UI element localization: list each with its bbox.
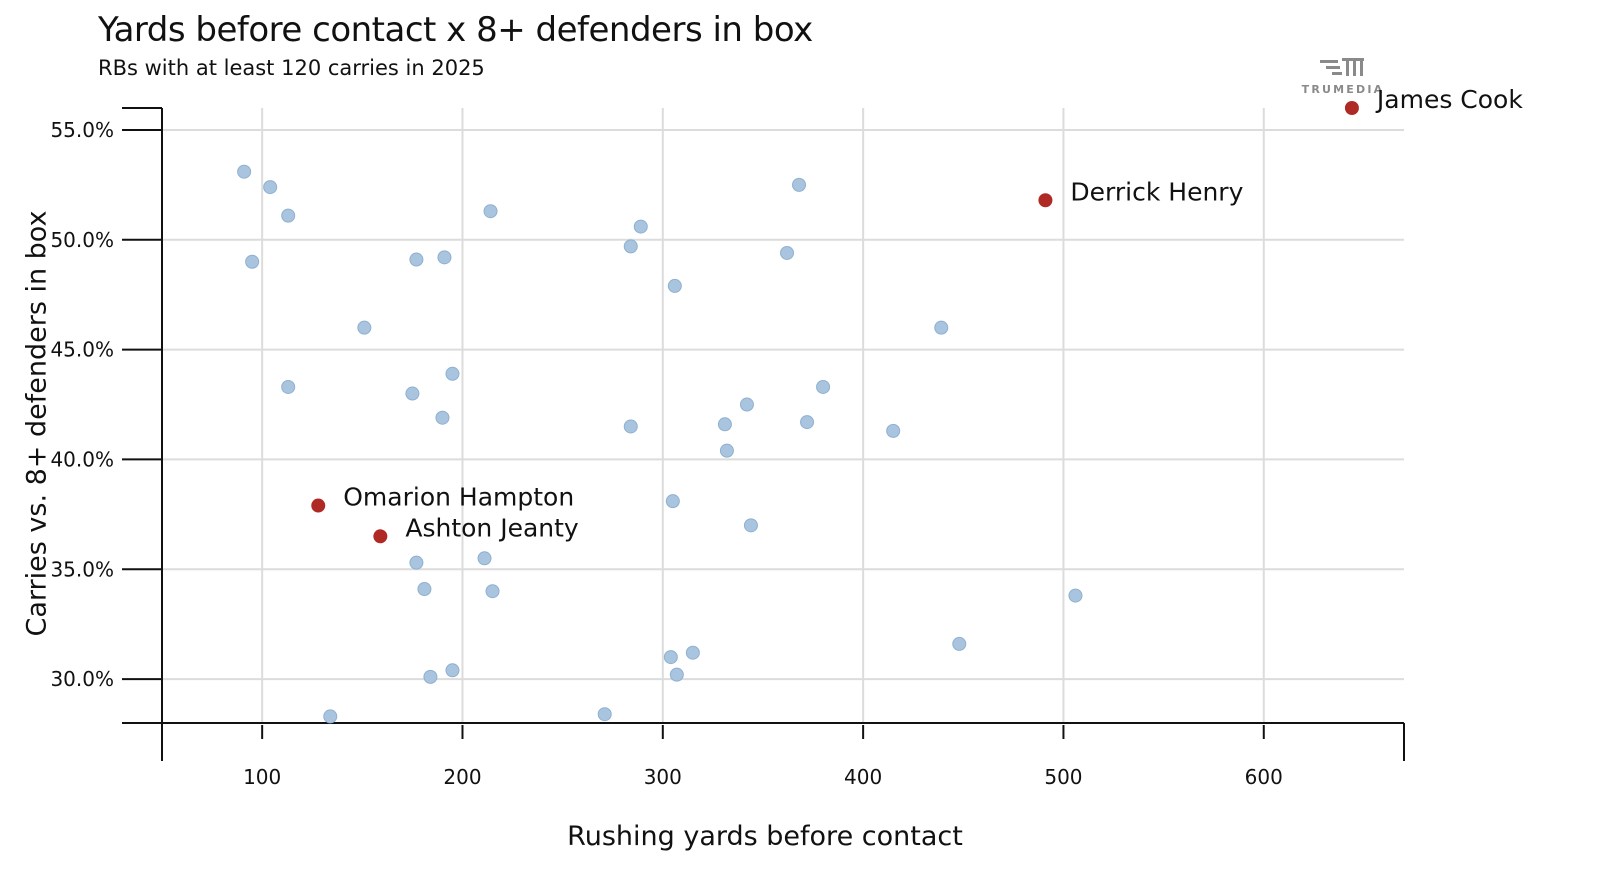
highlighted-data-point <box>311 498 326 513</box>
point-label: Omarion Hampton <box>343 483 574 512</box>
x-tick-label: 200 <box>443 765 481 789</box>
data-points <box>237 101 1359 724</box>
data-point <box>663 650 678 665</box>
data-point <box>435 410 450 425</box>
data-point <box>437 250 452 265</box>
data-point <box>477 551 492 566</box>
logo-text: TRUMEDIA <box>1301 83 1385 96</box>
data-point <box>357 320 372 335</box>
data-point <box>780 245 795 260</box>
highlighted-data-point <box>1344 101 1359 115</box>
x-tick-label: 400 <box>844 765 882 789</box>
y-tick-label: 45.0% <box>50 338 114 362</box>
data-point <box>886 423 901 438</box>
data-point <box>281 208 296 223</box>
data-point <box>445 366 460 381</box>
data-point <box>409 555 424 570</box>
x-tick-label: 300 <box>644 765 682 789</box>
trumedia-logo: TRUMEDIA <box>1300 56 1386 96</box>
data-point <box>263 180 278 195</box>
data-point <box>719 443 734 458</box>
y-tick-label: 50.0% <box>50 228 114 252</box>
data-point <box>597 707 612 722</box>
point-label: Ashton Jeanty <box>405 513 579 542</box>
axes: 100 200 300 400 500 600 30.0% 35.0% 40.0% 45.0% 50… <box>50 107 1405 789</box>
data-point <box>816 379 831 394</box>
data-point <box>665 494 680 509</box>
data-point <box>483 204 498 219</box>
highlighted-data-point <box>1038 193 1053 208</box>
data-point <box>743 518 758 533</box>
chart-title: Yards before contact x 8+ defenders in b… <box>98 10 813 50</box>
data-point <box>485 584 500 599</box>
trumedia-logo-icon <box>1320 58 1364 76</box>
data-point <box>623 419 638 434</box>
data-point <box>1068 588 1083 603</box>
data-point <box>739 397 754 412</box>
data-point <box>800 415 815 430</box>
x-tick-label: 600 <box>1245 765 1283 789</box>
data-point <box>934 320 949 335</box>
y-axis-title: Carries vs. 8+ defenders in box <box>21 211 52 637</box>
y-tick-label: 35.0% <box>50 557 114 581</box>
data-point <box>792 177 807 192</box>
data-point <box>405 386 420 401</box>
y-tick-label: 55.0% <box>50 118 114 142</box>
data-point <box>245 254 260 269</box>
data-point <box>633 219 648 234</box>
chart-subtitle: RBs with at least 120 carries in 2025 <box>98 56 485 80</box>
data-point <box>667 278 682 293</box>
point-label: James Cook <box>1375 85 1523 114</box>
y-tick-label: 40.0% <box>50 447 114 471</box>
y-tick-label: 30.0% <box>50 667 114 691</box>
data-point <box>669 667 684 682</box>
x-tick-label: 500 <box>1044 765 1082 789</box>
data-point <box>685 645 700 660</box>
data-point <box>409 252 424 267</box>
x-axis-title: Rushing yards before contact <box>567 821 963 852</box>
highlighted-data-point <box>373 529 388 544</box>
point-label: Derrick Henry <box>1070 177 1243 206</box>
data-point <box>323 709 338 724</box>
data-point <box>623 239 638 254</box>
x-tick-label: 100 <box>243 765 281 789</box>
data-point <box>952 636 967 651</box>
data-point <box>717 417 732 432</box>
data-point <box>445 663 460 678</box>
data-point <box>417 582 432 597</box>
point-labels: James Cook Derrick Henry Omarion HamptonAs… <box>343 85 1523 542</box>
grid-lines <box>162 108 1404 723</box>
data-point <box>281 379 296 394</box>
data-point <box>423 669 438 684</box>
data-point <box>237 164 252 179</box>
